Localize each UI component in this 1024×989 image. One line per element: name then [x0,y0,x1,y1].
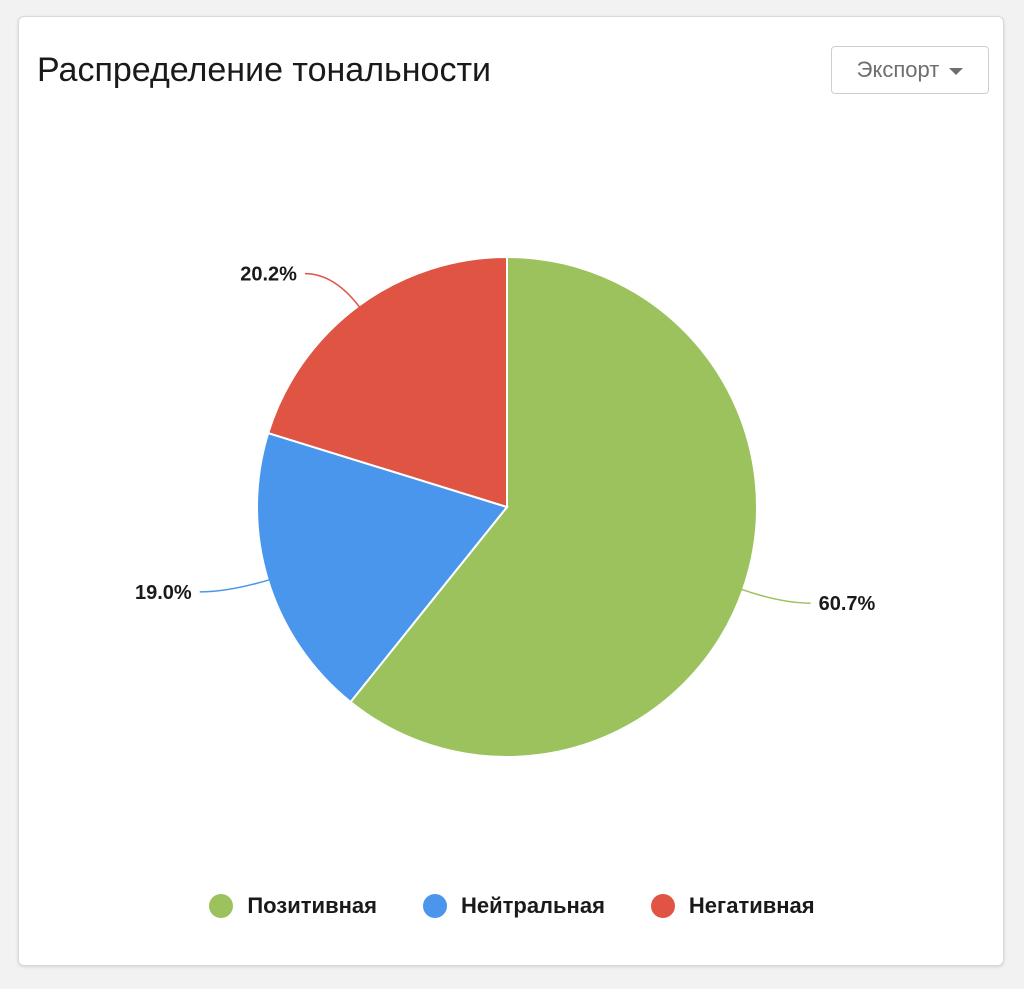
data-label-1: 60.7% [819,593,876,615]
legend-item-2[interactable]: Нейтральная [422,893,605,919]
legend-label: Позитивная [247,893,377,918]
legend-swatch [209,894,234,918]
legend-swatch [650,894,675,918]
legend-swatch [422,894,447,918]
data-label-2: 19.0% [135,582,192,604]
pie-leader-lines [199,272,811,604]
chart-title: Распределение тональности [37,51,492,89]
leader-line-3 [304,272,362,310]
export-button[interactable]: Экспорт [831,46,989,94]
chart-legend: Позитивная Нейтральная Негативная [19,893,1005,919]
export-label: Экспорт [856,57,940,82]
data-label-3: 20.2% [240,264,297,286]
legend-label: Негативная [688,893,815,918]
chevron-down-icon [949,67,964,75]
pie-data-labels: 60.7% 19.0% 20.2% [135,264,876,616]
pie-chart: 60.7% 19.0% 20.2% [135,255,876,758]
legend-label: Нейтральная [460,893,605,918]
legend-item-3[interactable]: Негативная [650,893,815,919]
chart-card: Распределение тональности Экспорт 60.7% 1… [18,16,1004,966]
pie-slices [256,255,758,758]
leader-line-2 [199,578,273,593]
leader-line-1 [738,587,811,604]
legend-item-1[interactable]: Позитивная [209,893,377,919]
